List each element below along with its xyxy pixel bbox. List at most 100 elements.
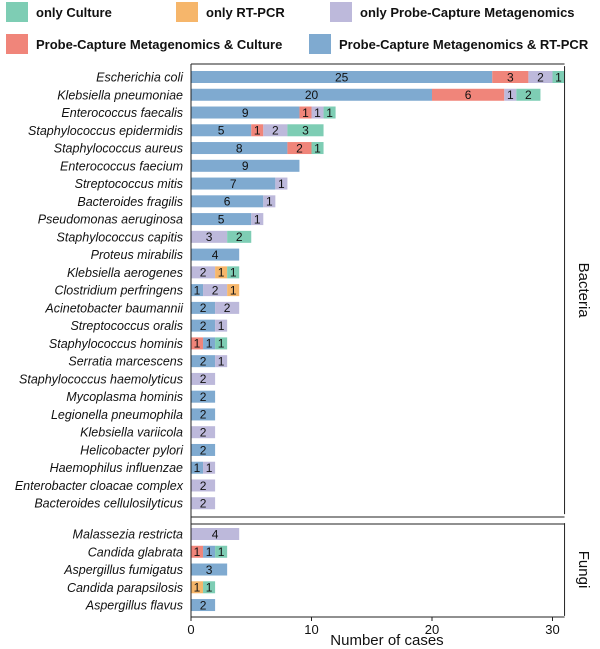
bar-segment-only-pcm xyxy=(251,213,264,226)
bar-segment-pcm-rtpcr xyxy=(191,213,252,226)
category-label: Klebsiella pneumoniae xyxy=(57,88,183,102)
legend-item-pcm-rtpcr: Probe-Capture Metagenomics & RT-PCR xyxy=(309,34,588,54)
data-label: 6 xyxy=(465,88,472,102)
bar-row: Enterococcus faecium 9 xyxy=(60,159,300,173)
category-label: Acinetobacter baumannii xyxy=(44,301,184,315)
data-label: 1 xyxy=(206,337,213,351)
bar-row: Pseudomonas aeruginosa 5 1 xyxy=(38,212,264,227)
data-label: 2 xyxy=(200,497,207,511)
bar-row: Staphylococcus capitis 3 2 xyxy=(57,230,252,244)
data-label: 5 xyxy=(218,212,225,226)
category-label: Streptococcus mitis xyxy=(75,177,183,191)
data-label: 2 xyxy=(296,141,303,155)
bar-segment-only-culture xyxy=(287,124,324,137)
data-label: 1 xyxy=(194,545,201,559)
data-label: 2 xyxy=(212,283,219,297)
bar-segment-only-pcm xyxy=(311,106,324,119)
bar-segment-only-culture xyxy=(227,230,252,243)
bar-row: Haemophilus influenzae 1 1 xyxy=(50,461,216,475)
bar-segment-pcm-rtpcr xyxy=(191,88,432,101)
category-label: Malassezia restricta xyxy=(73,528,183,542)
data-label: 1 xyxy=(218,545,225,559)
data-label: 2 xyxy=(272,124,279,138)
data-label: 1 xyxy=(218,337,225,351)
category-label: Staphylococcus epidermidis xyxy=(28,124,183,138)
category-label: Helicobacter pylori xyxy=(80,443,184,457)
legend-swatch xyxy=(176,2,198,22)
bar-row: Streptococcus mitis 7 1 xyxy=(75,177,288,191)
bar-segment-only-culture xyxy=(311,142,324,155)
legend-swatch xyxy=(6,34,28,54)
bar-segment-only-rtpcr xyxy=(215,266,228,279)
bar-row: Malassezia restricta 4 xyxy=(73,527,240,542)
group-label: Fungi xyxy=(575,551,592,589)
bar-segment-pcm-rtpcr xyxy=(203,545,216,558)
bar-segment-only-pcm xyxy=(215,301,240,314)
data-label: 1 xyxy=(254,212,261,226)
data-label: 2 xyxy=(200,443,207,457)
bar-segment-only-pcm xyxy=(191,372,216,385)
legend-label: only RT-PCR xyxy=(206,4,285,20)
bar-segment-pcm-rtpcr xyxy=(191,355,216,368)
bar-segment-only-pcm xyxy=(263,124,288,137)
bar-segment-only-pcm xyxy=(203,284,228,297)
bar-segment-only-culture xyxy=(215,337,228,350)
data-label: 2 xyxy=(200,390,207,404)
data-label: 2 xyxy=(200,301,207,315)
bar-row: Proteus mirabilis 4 xyxy=(91,248,240,262)
category-label: Staphylococcus capitis xyxy=(57,230,183,244)
data-label: 1 xyxy=(218,266,225,280)
bar-row: Bacteroides cellulosilyticus 2 xyxy=(34,497,216,511)
data-label: 2 xyxy=(200,426,207,440)
bar-segment-pcm-rtpcr xyxy=(191,195,264,208)
group-label: Bacteria xyxy=(575,263,592,319)
bar-segment-pcm-rtpcr xyxy=(191,461,204,474)
category-label: Mycoplasma hominis xyxy=(66,390,183,404)
bar-row: Staphylococcus epidermidis 5 1 2 3 xyxy=(28,124,324,138)
category-label: Serratia marcescens xyxy=(68,355,183,369)
bar-segment-pcm-culture xyxy=(191,337,204,350)
bar-segment-only-pcm xyxy=(215,355,228,368)
legend-label: Probe-Capture Metagenomics & RT-PCR xyxy=(339,36,589,52)
category-label: Pseudomonas aeruginosa xyxy=(38,213,183,227)
x-axis-title: Number of cases xyxy=(330,632,443,649)
category-label: Klebsiella variicola xyxy=(80,426,183,440)
bar-row: Staphylococcus haemolyticus 2 xyxy=(19,372,216,386)
legend-item-only-culture: only Culture xyxy=(6,2,112,22)
bar-segment-only-culture xyxy=(516,88,541,101)
category-label: Bacteroides cellulosilyticus xyxy=(34,497,183,511)
legend-item-only-pcm: only Probe-Capture Metagenomics xyxy=(330,2,575,22)
bar-segment-pcm-culture xyxy=(492,71,529,83)
bar-segment-pcm-rtpcr xyxy=(191,106,300,119)
category-label: Clostridium perfringens xyxy=(54,284,183,298)
data-label: 1 xyxy=(314,141,321,155)
data-label: 1 xyxy=(278,177,285,191)
bar-segment-only-rtpcr xyxy=(227,284,240,297)
category-label: Enterobacter cloacae complex xyxy=(15,479,184,493)
bar-row: Candida glabrata 1 1 1 xyxy=(88,545,228,559)
bar-segment-only-pcm xyxy=(263,195,276,208)
data-label: 8 xyxy=(236,141,243,155)
data-label: 3 xyxy=(206,563,213,577)
bar-row: Clostridium perfringens 1 2 1 xyxy=(54,283,240,298)
category-label: Escherichia coli xyxy=(96,71,184,85)
data-label: 1 xyxy=(507,88,514,102)
bar-segment-pcm-rtpcr xyxy=(191,284,204,297)
data-label: 2 xyxy=(200,354,207,368)
data-label: 1 xyxy=(194,581,201,595)
bar-row: Klebsiella aerogenes 2 1 1 xyxy=(67,266,240,280)
bar-segment-only-pcm xyxy=(191,266,216,279)
data-label: 1 xyxy=(230,266,237,280)
data-label: 2 xyxy=(200,598,207,612)
bar-segment-pcm-culture xyxy=(251,124,264,137)
data-label: 1 xyxy=(194,337,201,351)
data-label: 7 xyxy=(230,177,237,191)
bar-segment-only-pcm xyxy=(275,177,288,190)
bar-row: Staphylococcus hominis 1 1 1 xyxy=(49,337,228,351)
bar-segment-pcm-culture xyxy=(432,88,505,101)
data-label: 4 xyxy=(212,248,219,262)
legend-item-pcm-culture: Probe-Capture Metagenomics & Culture xyxy=(6,34,282,54)
category-label: Aspergillus flavus xyxy=(85,599,183,613)
data-label: 2 xyxy=(200,479,207,493)
bar-segment-only-pcm xyxy=(504,88,517,101)
